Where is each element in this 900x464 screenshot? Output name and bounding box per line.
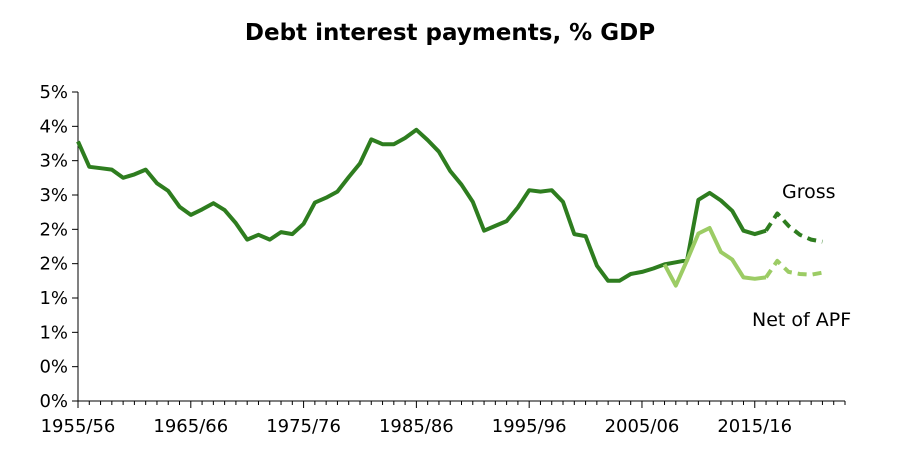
y-tick-label: 1% <box>39 322 68 343</box>
y-tick-label: 3% <box>39 151 68 172</box>
y-tick-label: 0% <box>39 357 68 378</box>
chart-title: Debt interest payments, % GDP <box>244 20 656 46</box>
x-tick-label: 2005/06 <box>605 416 680 437</box>
y-tick-label: 0% <box>39 391 68 412</box>
x-tick-label: 1975/76 <box>266 416 341 437</box>
series-line-gross <box>76 127 767 283</box>
series-label-net-of-apf: Net of APF <box>752 309 851 331</box>
series-line-net-of-apf <box>662 226 767 288</box>
series-line-gross-projection <box>764 211 823 244</box>
series-line-net-of-apf-projection <box>764 258 823 279</box>
y-tick-label: 4% <box>39 116 68 137</box>
x-tick-label: 1965/66 <box>153 416 228 437</box>
x-tick-label: 1995/96 <box>492 416 567 437</box>
x-tick-label: 1955/56 <box>41 416 116 437</box>
y-tick-label: 1% <box>39 288 68 309</box>
y-tick-label: 2% <box>39 219 68 240</box>
y-tick-label: 3% <box>39 185 68 206</box>
x-tick-label: 1985/86 <box>379 416 454 437</box>
y-tick-label: 5% <box>39 82 68 103</box>
series-label-gross: Gross <box>782 181 836 203</box>
x-tick-label: 2015/16 <box>717 416 792 437</box>
y-tick-label: 2% <box>39 254 68 275</box>
